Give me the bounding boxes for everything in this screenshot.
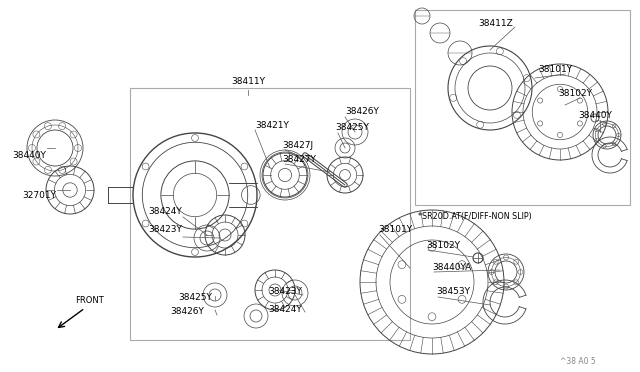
Text: 38102Y: 38102Y: [558, 89, 592, 97]
Text: 38101Y: 38101Y: [538, 64, 572, 74]
Bar: [130, 88, 410, 340]
Text: 38424Y: 38424Y: [148, 208, 182, 217]
Text: FRONT: FRONT: [75, 296, 104, 305]
Text: *SR20D.AT(F/DIFF-NON SLIP): *SR20D.AT(F/DIFF-NON SLIP): [418, 212, 532, 221]
Text: 38453Y: 38453Y: [436, 288, 470, 296]
Text: 38440Y: 38440Y: [12, 151, 46, 160]
Text: ^38 A0 5: ^38 A0 5: [560, 357, 596, 366]
Text: 38425Y: 38425Y: [335, 124, 369, 132]
Text: 38426Y: 38426Y: [345, 108, 379, 116]
Text: 38425Y: 38425Y: [178, 292, 212, 301]
Bar: [415, 10, 630, 205]
Text: 38427J: 38427J: [282, 141, 313, 150]
Text: 38426Y: 38426Y: [170, 308, 204, 317]
Text: 38421Y: 38421Y: [255, 121, 289, 129]
Text: 38411Z: 38411Z: [478, 19, 513, 28]
Text: 38427Y: 38427Y: [282, 155, 316, 164]
Text: 38423Y: 38423Y: [148, 225, 182, 234]
Text: 38440Y: 38440Y: [578, 112, 612, 121]
Text: 38423Y: 38423Y: [268, 288, 302, 296]
Text: 38411Y: 38411Y: [231, 77, 265, 87]
Text: 32701Y: 32701Y: [22, 190, 56, 199]
Text: 38102Y: 38102Y: [426, 241, 460, 250]
Text: 38424Y: 38424Y: [268, 305, 301, 314]
Text: 38440YA: 38440YA: [432, 263, 471, 273]
Text: 38101Y: 38101Y: [378, 225, 412, 234]
